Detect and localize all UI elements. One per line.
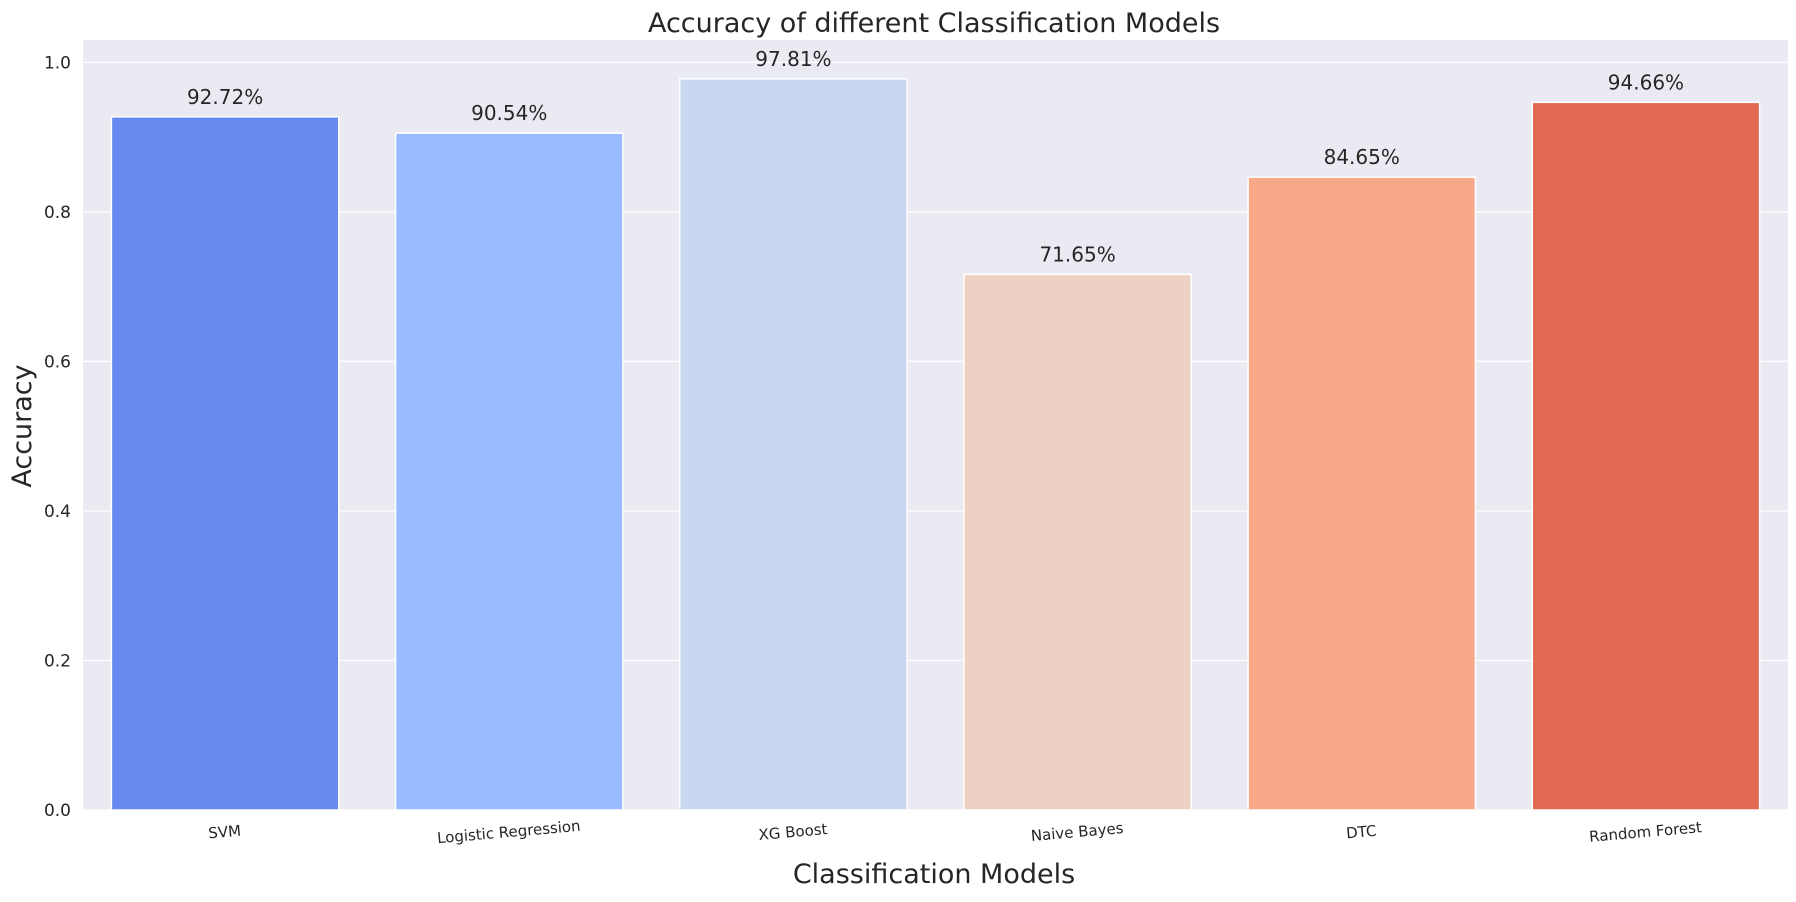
x-tick-label: SVM	[208, 822, 242, 843]
x-axis-label: Classification Models	[793, 859, 1075, 890]
x-tick-labels: SVM Logistic Regression XG Boost Naive Baye…	[208, 817, 1703, 847]
bar-dtc	[1247, 176, 1477, 811]
y-tick-label: 0.2	[44, 651, 71, 671]
y-tick-labels: 0.0 0.2 0.4 0.6 0.8 1.0	[44, 53, 71, 821]
y-tick-label: 0.6	[44, 352, 71, 372]
gridlines	[83, 61, 1788, 811]
data-label: 71.65%	[1039, 242, 1115, 266]
data-label: 84.65%	[1324, 145, 1400, 169]
plot-area	[83, 40, 1788, 810]
x-tick-label: XG Boost	[758, 820, 828, 844]
data-label: 94.66%	[1608, 70, 1684, 94]
bar-random-forest	[1531, 101, 1761, 811]
data-label: 97.81%	[755, 47, 831, 71]
x-tick-label: Naive Bayes	[1030, 819, 1124, 845]
y-tick-label: 0.4	[44, 502, 71, 522]
data-label: 90.54%	[471, 101, 547, 125]
y-tick-label: 1.0	[44, 53, 71, 73]
data-label: 92.72%	[187, 85, 263, 109]
y-axis-label: Accuracy	[7, 364, 38, 487]
x-tick-label: DTC	[1345, 822, 1377, 843]
chart-title: Accuracy of different Classification Mod…	[648, 8, 1220, 39]
bar-xg-boost	[679, 78, 908, 811]
bars	[110, 78, 1761, 811]
x-tick-label: Random Forest	[1588, 818, 1702, 846]
y-tick-label: 0.0	[44, 801, 71, 821]
bar-svm	[110, 116, 340, 811]
y-tick-label: 0.8	[44, 203, 71, 223]
bar-naive-bayes	[963, 273, 1193, 811]
bar-logistic-regression	[394, 132, 624, 811]
data-labels: 92.72% 90.54% 97.81% 71.65% 84.65% 94.66%	[187, 47, 1684, 267]
x-tick-label: Logistic Regression	[436, 817, 581, 847]
